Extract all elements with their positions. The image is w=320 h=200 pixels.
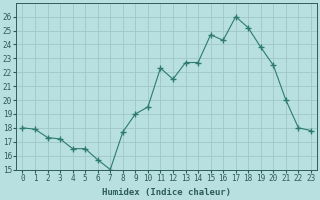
X-axis label: Humidex (Indice chaleur): Humidex (Indice chaleur): [102, 188, 231, 197]
